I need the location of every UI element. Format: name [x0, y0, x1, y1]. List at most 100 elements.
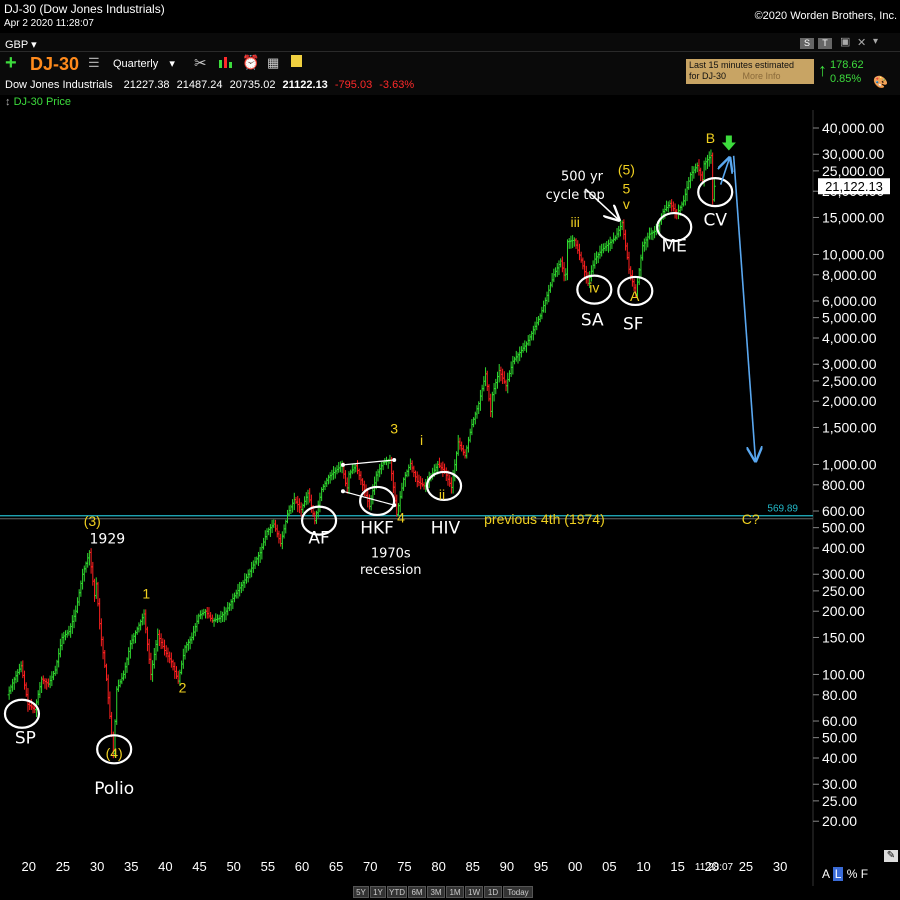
price-chart[interactable]: 40,000.0030,000.0025,000.0020,000.0015,0…: [0, 110, 900, 886]
scale-f-button[interactable]: F: [860, 867, 869, 881]
annotation-label: 1929: [90, 532, 126, 548]
scale-l-button[interactable]: L: [832, 867, 844, 881]
scale-pct-button[interactable]: %: [846, 867, 858, 881]
y-tick-label: 8,000.00: [822, 267, 877, 283]
alarm-icon[interactable]: ⏰: [242, 54, 260, 70]
t-button[interactable]: T: [818, 38, 832, 49]
annotation-arrow: [732, 155, 756, 461]
quote-change: -795.03: [334, 79, 373, 91]
period-select[interactable]: Quarterly ▾: [113, 57, 175, 70]
quote-close: 21122.13: [282, 79, 328, 91]
currency-select[interactable]: GBP ▾: [5, 38, 37, 51]
range-button-6m[interactable]: 6M: [408, 886, 426, 898]
y-tick-label: 1,500.00: [822, 419, 877, 435]
close-icon[interactable]: ✕: [857, 37, 867, 49]
annotation-label: SA: [581, 310, 604, 330]
annotation-circle: [697, 177, 734, 208]
note-icon[interactable]: [291, 55, 302, 67]
quote-open: 21227.38: [123, 79, 170, 91]
range-button-ytd[interactable]: YTD: [387, 886, 407, 898]
down-arrow-marker: [721, 135, 736, 151]
symbol-field[interactable]: DJ-30: [30, 54, 80, 74]
range-button-today[interactable]: Today: [503, 886, 533, 898]
annotation-label: i: [420, 432, 423, 448]
y-tick-label: 10,000.00: [822, 246, 884, 262]
x-tick-label: 30: [90, 859, 104, 874]
annotation-label: 1970s: [371, 547, 411, 562]
x-tick-label: 00: [568, 859, 582, 874]
annotation-label: C?: [742, 511, 760, 527]
annotation-label: 1: [142, 585, 150, 601]
y-tick-label: 300.00: [822, 566, 865, 582]
list-icon[interactable]: ☰: [88, 55, 100, 70]
x-tick-label: 70: [363, 859, 377, 874]
x-tick-label: 20: [22, 859, 36, 874]
annotation-label: cycle top: [546, 188, 605, 203]
annotation-label: 5: [623, 181, 631, 197]
range-button-5y[interactable]: 5Y: [353, 886, 369, 898]
scale-a-button[interactable]: A: [822, 867, 830, 881]
x-tick-label: 25: [56, 859, 70, 874]
annotation-circle: [425, 470, 463, 502]
annotation-label: v: [623, 196, 630, 212]
annotation-label: SF: [623, 314, 644, 334]
annotation-circle: [656, 211, 693, 243]
x-tick-label: 05: [602, 859, 616, 874]
grid-icon[interactable]: ▦: [267, 55, 280, 70]
range-button-3m[interactable]: 3M: [427, 886, 445, 898]
y-tick-label: 20.00: [822, 813, 857, 829]
quote-change-pct: -3.63%: [379, 79, 415, 91]
period-label: Quarterly: [113, 58, 159, 70]
menu-icon[interactable]: ▾: [873, 36, 879, 47]
annotation-label: (3): [84, 513, 101, 529]
annotation-label: 2: [179, 680, 187, 696]
tools-icon[interactable]: ✂: [194, 55, 207, 72]
x-tick-label: 50: [226, 859, 240, 874]
annotation-circle: [96, 734, 133, 765]
change-pct: 0.85%: [830, 73, 862, 85]
notice-line1: Last 15 minutes estimated: [689, 60, 795, 70]
more-info-link[interactable]: More Info: [742, 71, 781, 81]
annotation-label: ME: [662, 237, 687, 257]
support-line-label: 569.89: [767, 504, 798, 515]
annotation-label: B: [706, 130, 715, 146]
indicator-icon[interactable]: [218, 55, 232, 68]
legend-item[interactable]: ↕ DJ-30 Price: [5, 96, 71, 108]
y-tick-label: 250.00: [822, 583, 865, 599]
chevron-down-icon: ▾: [169, 58, 175, 70]
y-tick-label: 60.00: [822, 713, 857, 729]
add-symbol-icon[interactable]: +: [5, 52, 17, 74]
y-tick-label: 2,500.00: [822, 373, 877, 389]
s-button[interactable]: S: [800, 38, 814, 49]
range-button-1w[interactable]: 1W: [465, 886, 483, 898]
x-tick-label: 45: [192, 859, 206, 874]
y-tick-label: 15,000.00: [822, 209, 884, 225]
y-tick-label: 6,000.00: [822, 293, 877, 309]
quote-high: 21487.24: [176, 79, 223, 91]
annotation-circle: [576, 274, 613, 305]
current-price-label: 21,122.13: [825, 179, 883, 194]
annotation-label: recession: [360, 563, 422, 578]
x-tick-label: 20: [705, 859, 719, 874]
annotation-circle: [300, 505, 338, 536]
y-tick-label: 3,000.00: [822, 356, 877, 372]
notice-line2: for DJ-30: [689, 71, 727, 81]
palette-icon[interactable]: 🎨: [873, 75, 888, 89]
annotation-label: 3: [390, 421, 398, 437]
draw-tool-icon[interactable]: ✎: [884, 850, 898, 862]
annotation-label: ii: [439, 487, 445, 503]
y-tick-label: 600.00: [822, 503, 865, 519]
range-button-1y[interactable]: 1Y: [370, 886, 386, 898]
annotation-label: 4: [397, 509, 405, 525]
x-tick-label: 25: [739, 859, 753, 874]
quote-bar: Dow Jones Industrials 21227.38 21487.24 …: [5, 79, 414, 91]
range-button-1d[interactable]: 1D: [484, 886, 502, 898]
y-tick-label: 4,000.00: [822, 330, 877, 346]
annotation-label: (5): [618, 162, 635, 178]
maximize-icon[interactable]: ▣: [840, 36, 851, 48]
range-button-1m[interactable]: 1M: [446, 886, 464, 898]
resize-icon: ↕: [5, 96, 11, 108]
y-tick-label: 150.00: [822, 629, 865, 645]
y-tick-label: 500.00: [822, 520, 865, 536]
annotation-label: CV: [703, 211, 727, 231]
